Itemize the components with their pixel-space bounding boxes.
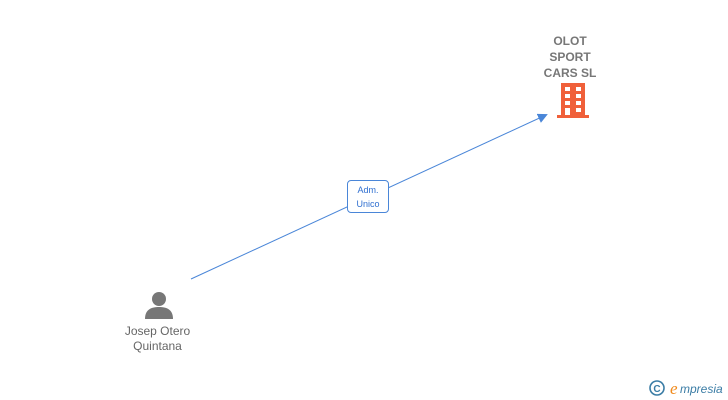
company-name[interactable]: OLOT SPORT CARS SL <box>543 34 597 80</box>
person-name[interactable]: Josep Otero Quintana <box>124 324 191 353</box>
svg-text:C: C <box>653 384 660 395</box>
person-icon[interactable] <box>144 290 174 320</box>
empresia-logo: C e mpresia <box>649 379 723 398</box>
svg-text:e: e <box>670 379 678 398</box>
svg-text:mpresia: mpresia <box>680 382 723 396</box>
building-icon[interactable] <box>556 83 590 119</box>
relation-label[interactable]: Adm. Unico <box>347 180 389 213</box>
